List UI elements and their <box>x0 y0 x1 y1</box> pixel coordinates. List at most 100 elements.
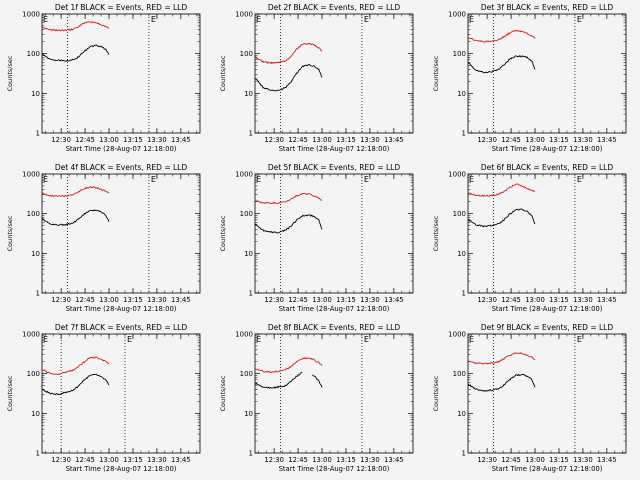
x-tick-label: 13:00 <box>99 456 119 464</box>
y-axis-label: Counts/sec <box>219 215 227 251</box>
x-tick-label: 13:15 <box>336 136 356 144</box>
x-axis-label: Start Time (28-Aug-07 12:18:00) <box>279 465 390 473</box>
y-tick-label: 100 <box>240 210 253 218</box>
x-axis-label: Start Time (28-Aug-07 12:18:00) <box>492 145 603 153</box>
y-tick-label: 1000 <box>448 11 466 19</box>
x-tick-label: 12:45 <box>288 296 308 304</box>
x-tick-label: 13:00 <box>312 296 332 304</box>
y-tick-label: 1000 <box>448 171 466 179</box>
y-tick-label: 10 <box>31 410 40 418</box>
y-tick-label: 1 <box>249 290 253 298</box>
series-lld-line <box>254 42 323 65</box>
x-tick-label: 12:30 <box>51 136 71 144</box>
x-tick-label: 13:30 <box>573 296 593 304</box>
x-axis-label: Start Time (28-Aug-07 12:18:00) <box>279 305 390 313</box>
y-tick-label: 1 <box>36 450 40 458</box>
e-marker: E <box>469 335 474 344</box>
y-tick-label: 1 <box>249 450 253 458</box>
y-tick-label: 10 <box>244 90 253 98</box>
y-axis-label: Counts/sec <box>6 375 14 411</box>
x-tick-label: 13:45 <box>597 456 617 464</box>
y-tick-label: 100 <box>453 210 466 218</box>
plot-frame <box>41 333 201 454</box>
e-marker: E <box>256 15 261 24</box>
e-marker: E <box>151 175 156 184</box>
y-tick-label: 1000 <box>235 11 253 19</box>
panel-det-9f: Det 9f BLACK = Events, RED = LLD 1 10 100 10… <box>426 320 639 480</box>
e-marker: E <box>256 175 261 184</box>
e-marker: E <box>577 175 582 184</box>
series-events-line <box>254 63 323 92</box>
series-events-line <box>254 214 323 234</box>
x-tick-label: 13:30 <box>147 136 167 144</box>
x-tick-label: 12:45 <box>75 136 95 144</box>
x-axis-label: Start Time (28-Aug-07 12:18:00) <box>492 305 603 313</box>
y-tick-label: 1000 <box>22 171 40 179</box>
x-tick-label: 13:30 <box>147 296 167 304</box>
plot-frame <box>41 13 201 134</box>
series-lld-line <box>254 192 323 205</box>
y-tick-label: 10 <box>457 90 466 98</box>
chart-svg-det-4f: Det 4f BLACK = Events, RED = LLD 1 10 100 10… <box>6 163 201 313</box>
x-tick-label: 13:30 <box>573 136 593 144</box>
x-tick-label: 13:45 <box>171 296 191 304</box>
panel-det-4f: Det 4f BLACK = Events, RED = LLD 1 10 100 10… <box>0 160 213 320</box>
series-lld-line <box>467 29 536 43</box>
y-tick-label: 100 <box>240 50 253 58</box>
x-tick-label: 13:15 <box>549 456 569 464</box>
y-tick-label: 10 <box>457 250 466 258</box>
panel-det-2f: Det 2f BLACK = Events, RED = LLD 1 10 100 10… <box>213 0 426 160</box>
e-marker: E <box>43 175 48 184</box>
x-tick-label: 13:45 <box>597 296 617 304</box>
x-tick-label: 13:30 <box>360 136 380 144</box>
x-tick-label: 13:30 <box>573 456 593 464</box>
x-tick-label: 13:00 <box>525 456 545 464</box>
x-tick-label: 13:45 <box>171 456 191 464</box>
e-marker: E <box>364 335 369 344</box>
series-lld-line <box>467 352 536 365</box>
y-tick-label: 10 <box>244 410 253 418</box>
series-lld-line <box>467 183 536 198</box>
y-axis-label: Counts/sec <box>432 375 440 411</box>
x-tick-label: 13:00 <box>525 136 545 144</box>
panel-det-8f: Det 8f BLACK = Events, RED = LLD 1 10 100 10… <box>213 320 426 480</box>
y-tick-label: 1 <box>462 290 466 298</box>
chart-title: Det 7f BLACK = Events, RED = LLD <box>55 323 188 332</box>
x-tick-label: 12:45 <box>501 456 521 464</box>
plot-frame <box>41 173 201 294</box>
x-tick-label: 13:15 <box>123 456 143 464</box>
chart-title: Det 1f BLACK = Events, RED = LLD <box>55 3 188 12</box>
y-tick-label: 100 <box>240 370 253 378</box>
plot-frame <box>254 173 414 294</box>
panel-det-6f: Det 6f BLACK = Events, RED = LLD 1 10 100 10… <box>426 160 639 320</box>
y-tick-label: 100 <box>27 210 40 218</box>
x-tick-label: 12:45 <box>288 136 308 144</box>
chart-title: Det 4f BLACK = Events, RED = LLD <box>55 163 188 172</box>
y-axis-label: Counts/sec <box>432 215 440 251</box>
chart-svg-det-6f: Det 6f BLACK = Events, RED = LLD 1 10 100 10… <box>432 163 627 313</box>
series-events-line <box>467 54 536 74</box>
plot-frame <box>467 173 627 294</box>
x-tick-label: 12:45 <box>75 456 95 464</box>
y-tick-label: 1 <box>462 130 466 138</box>
x-tick-label: 13:15 <box>549 296 569 304</box>
x-tick-label: 13:45 <box>597 136 617 144</box>
y-tick-label: 1 <box>36 290 40 298</box>
series-events-line <box>41 209 110 227</box>
chart-svg-det-1f: Det 1f BLACK = Events, RED = LLD 1 10 100 10… <box>6 3 201 153</box>
y-tick-label: 100 <box>27 50 40 58</box>
y-tick-label: 10 <box>457 410 466 418</box>
y-tick-label: 10 <box>31 250 40 258</box>
x-tick-label: 13:00 <box>312 136 332 144</box>
e-marker: E <box>469 15 474 24</box>
e-marker: E <box>577 335 582 344</box>
y-tick-label: 1 <box>249 130 253 138</box>
series-events-line <box>41 44 110 62</box>
x-tick-label: 12:45 <box>75 296 95 304</box>
y-tick-label: 1 <box>462 450 466 458</box>
x-tick-label: 13:45 <box>384 136 404 144</box>
x-tick-label: 13:45 <box>384 456 404 464</box>
chart-title: Det 6f BLACK = Events, RED = LLD <box>481 163 614 172</box>
x-tick-label: 13:30 <box>147 456 167 464</box>
plot-frame <box>467 13 627 134</box>
